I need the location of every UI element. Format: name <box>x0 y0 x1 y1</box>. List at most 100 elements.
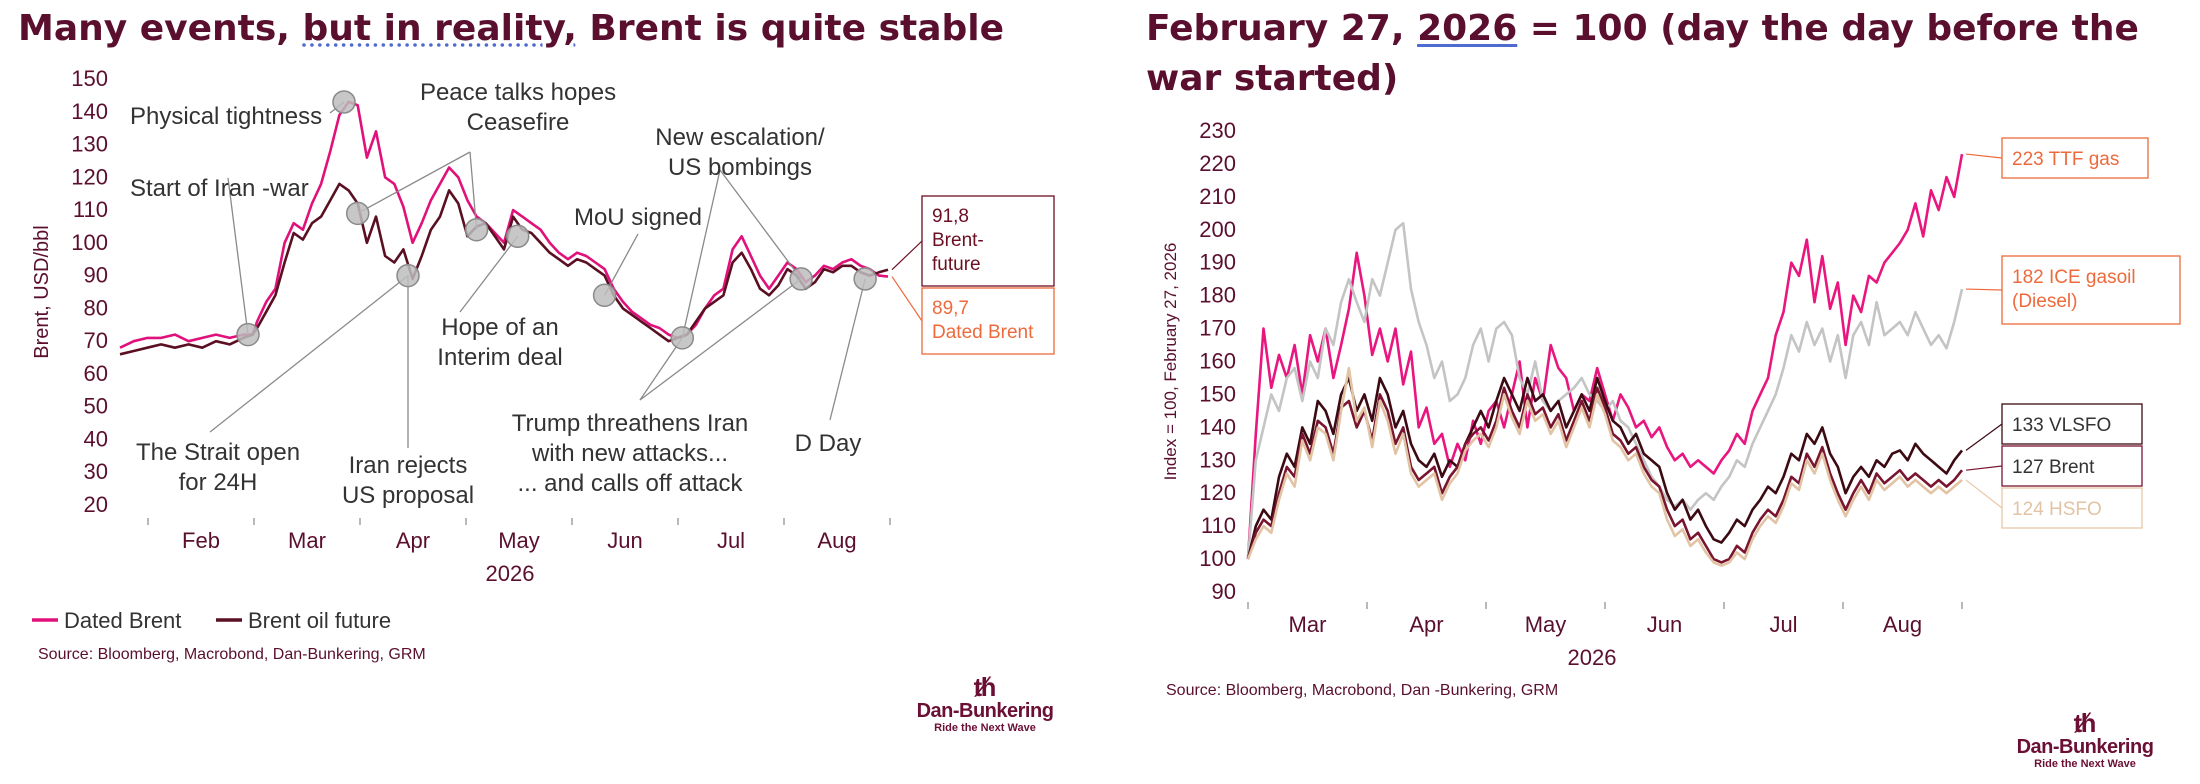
annotation-leader-line <box>227 177 249 335</box>
left-month-label: Feb <box>182 528 220 553</box>
annotation-start-of-iran-war: Start of Iran -war <box>130 175 309 202</box>
left-ytick-label: 40 <box>84 426 108 451</box>
annotation-hope-interim-deal: Interim deal <box>437 344 562 371</box>
right-month-label: Mar <box>1289 612 1327 637</box>
logo-name: Dan-Bunkering <box>2016 736 2154 758</box>
end-label-text: 124 HSFO <box>2012 499 2102 520</box>
end-label-box <box>2001 487 2143 529</box>
right-month-label: Jun <box>1647 612 1682 637</box>
end-callout-text: Dated Brent <box>932 322 1034 343</box>
right-ytick-label: 100 <box>1199 546 1236 571</box>
event-marker-circle <box>789 267 813 291</box>
series-line-dated-brent <box>119 100 889 349</box>
right-ytick-label: 160 <box>1199 349 1236 374</box>
end-label-box <box>2001 137 2149 179</box>
end-callout-box <box>921 287 1055 355</box>
left-ytick-label: 110 <box>73 197 108 222</box>
right-ytick-label: 110 <box>1201 513 1236 538</box>
event-marker-circle <box>853 267 877 291</box>
left-year-label: 2026 <box>486 561 535 586</box>
event-marker-circle <box>345 201 370 226</box>
end-callout-pointer <box>891 240 923 271</box>
event-marker-circle <box>396 263 420 288</box>
end-callout-text: 91,8 <box>932 206 969 227</box>
end-label-pointer <box>1965 479 2003 509</box>
left-ytick-label: 80 <box>84 295 108 320</box>
annotation-leader-line <box>639 278 802 401</box>
end-callout-box <box>921 195 1055 287</box>
left-ytick-label: 140 <box>71 99 108 124</box>
right-ytick-label: 120 <box>1199 480 1236 505</box>
legend-label-dated-brent: Dated Brent <box>64 608 181 633</box>
annotation-leader-line <box>829 278 866 421</box>
right-ytick-label: 230 <box>1199 118 1236 143</box>
event-marker-circle <box>670 326 695 350</box>
right-year-label: 2026 <box>1568 645 1617 670</box>
left-ytick-label: 120 <box>71 164 108 189</box>
left-ytick-label: 30 <box>84 459 108 484</box>
annotation-physical-tightness: Physical tightness <box>130 103 322 130</box>
annotation-peace-talks: Peace talks hopes <box>420 79 616 106</box>
left-ytick-label: 50 <box>84 394 108 419</box>
end-label-text: 182 ICE gasoil <box>2012 267 2136 288</box>
left-month-label: Aug <box>817 528 856 553</box>
logo-mark-icon: ᵺ <box>2073 708 2097 738</box>
left-ytick-label: 130 <box>71 132 108 157</box>
end-callout-pointer <box>891 276 923 322</box>
left-ytick-label: 20 <box>84 492 108 517</box>
annotation-new-escalation: US bombings <box>668 154 812 181</box>
end-callout-text: future <box>932 254 981 275</box>
left-month-label: Apr <box>396 528 430 553</box>
event-marker-circle <box>505 224 530 249</box>
event-marker-circle <box>236 322 260 347</box>
left-ytick-label: 100 <box>71 230 108 255</box>
end-callout-text: 89,7 <box>932 298 969 319</box>
left-month-label: Jun <box>607 528 642 553</box>
right-title-post: = 100 (day the day before the war starte… <box>1146 8 2139 99</box>
event-marker-circle <box>332 90 356 114</box>
annotation-leader-line <box>357 151 471 214</box>
right-title-pre: February 27, <box>1146 8 1418 49</box>
left-chart-title: Many events, but in reality, Brent is qu… <box>18 4 1098 54</box>
annotation-iran-rejects: US proposal <box>342 482 474 509</box>
end-label-pointer <box>1965 153 2003 159</box>
series-line-vlsfo <box>1246 376 1964 560</box>
right-ytick-label: 180 <box>1199 283 1236 308</box>
right-ytick-label: 210 <box>1199 184 1236 209</box>
left-month-label: Jul <box>717 528 745 553</box>
annotation-trump-threatens: Trump threathens Iran <box>512 410 749 437</box>
logo-name: Dan-Bunkering <box>916 700 1054 722</box>
left-source-note: Source: Bloomberg, Macrobond, Dan-Bunker… <box>38 646 426 663</box>
end-label-text: 223 TTF gas <box>2012 149 2119 170</box>
right-ytick-label: 130 <box>1199 447 1236 472</box>
annotation-leader-line <box>459 235 519 313</box>
right-month-label: Jul <box>1769 612 1797 637</box>
left-ytick-label: 150 <box>71 66 108 91</box>
end-label-text: 133 VLSFO <box>2012 415 2111 436</box>
end-label-pointer <box>1965 465 2003 471</box>
right-ytick-label: 200 <box>1199 217 1236 242</box>
logo-tagline: Ride the Next Wave <box>2034 758 2136 770</box>
end-callout-text: Brent- <box>932 230 984 251</box>
annotation-leader-line <box>209 275 409 433</box>
left-ytick-label: 60 <box>84 361 108 386</box>
right-ytick-label: 220 <box>1199 151 1236 176</box>
event-marker-circle <box>592 283 617 308</box>
left-title-pre: Many events, <box>18 8 303 49</box>
annotation-mou-signed: MoU signed <box>574 204 702 231</box>
annotation-hope-interim-deal: Hope of an <box>441 314 558 341</box>
annotation-peace-talks: Ceasefire <box>467 109 570 136</box>
right-ytick-label: 90 <box>1212 579 1236 604</box>
right-month-label: Aug <box>1883 612 1922 637</box>
end-label-pointer <box>1965 423 2003 451</box>
dan-bunkering-logo-left: ᵺ Dan-Bunkering Ride the Next Wave <box>900 674 1070 735</box>
annotation-new-escalation: New escalation/ <box>655 124 825 151</box>
logo-mark-icon: ᵺ <box>973 672 997 702</box>
annotation-iran-rejects: Iran rejects <box>349 452 468 479</box>
dan-bunkering-logo-right: ᵺ Dan-Bunkering Ride the Next Wave <box>2000 710 2170 771</box>
left-month-label: Mar <box>288 528 326 553</box>
right-ytick-label: 140 <box>1199 414 1236 439</box>
right-source-note: Source: Bloomberg, Macrobond, Dan -Bunke… <box>1166 682 1559 699</box>
annotation-strait-open: The Strait open <box>136 439 300 466</box>
